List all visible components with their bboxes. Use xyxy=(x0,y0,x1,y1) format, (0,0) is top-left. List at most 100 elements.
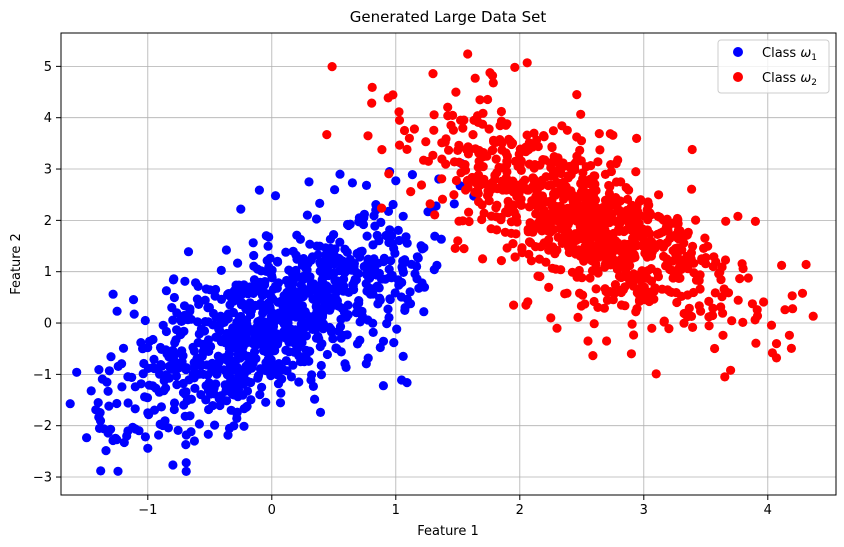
x-tick-label: 3 xyxy=(640,503,648,518)
data-point xyxy=(723,288,734,298)
data-point xyxy=(155,419,165,429)
data-point xyxy=(704,312,714,322)
data-point xyxy=(407,170,417,180)
data-point xyxy=(213,359,223,369)
data-point xyxy=(236,297,246,307)
data-point xyxy=(487,71,498,81)
data-point xyxy=(350,266,360,276)
axis-ticks: −1 0 1 2 3 4 −3 −2 −1 0 1 2 3 4 5 xyxy=(33,60,772,518)
data-point xyxy=(194,329,204,339)
data-point xyxy=(299,284,309,295)
data-point xyxy=(576,109,586,119)
data-point xyxy=(515,160,525,170)
data-point xyxy=(449,157,459,167)
data-point xyxy=(398,211,408,221)
data-point xyxy=(168,460,178,470)
data-point xyxy=(372,230,382,240)
data-point xyxy=(604,218,614,228)
data-point xyxy=(323,262,333,272)
data-point xyxy=(370,221,380,231)
data-point xyxy=(575,213,585,223)
data-point xyxy=(261,397,271,407)
data-point xyxy=(82,433,92,443)
data-point xyxy=(397,277,407,288)
data-point xyxy=(367,98,377,108)
data-point xyxy=(155,342,166,353)
data-point xyxy=(632,241,642,251)
data-point xyxy=(459,244,469,254)
data-point xyxy=(547,201,557,211)
data-point xyxy=(743,273,753,283)
data-point xyxy=(388,90,398,100)
data-point xyxy=(390,248,400,258)
data-point xyxy=(562,288,572,298)
data-point xyxy=(161,326,171,337)
data-point xyxy=(522,185,532,195)
data-point xyxy=(598,223,609,233)
data-point xyxy=(491,137,501,147)
data-point xyxy=(200,295,210,305)
data-point xyxy=(714,269,724,279)
data-point xyxy=(181,466,191,476)
data-point xyxy=(181,440,191,450)
data-point xyxy=(401,232,411,242)
data-point xyxy=(236,204,246,214)
data-point xyxy=(502,119,512,129)
data-point xyxy=(290,330,301,340)
data-point xyxy=(520,175,530,185)
data-point xyxy=(593,268,603,278)
data-point xyxy=(390,288,400,298)
data-point xyxy=(228,287,238,297)
data-point xyxy=(246,395,256,405)
data-point xyxy=(312,319,322,329)
data-point xyxy=(547,142,557,153)
data-point xyxy=(572,90,582,100)
data-point xyxy=(490,170,500,180)
data-point xyxy=(549,152,559,162)
data-point xyxy=(405,299,416,309)
data-point xyxy=(651,369,661,379)
data-point xyxy=(454,140,464,150)
data-point xyxy=(164,352,174,362)
data-point xyxy=(735,274,745,284)
data-point xyxy=(797,288,808,298)
data-point xyxy=(368,327,378,337)
data-point xyxy=(138,344,148,354)
data-point xyxy=(616,177,626,187)
data-point xyxy=(234,280,244,290)
data-point xyxy=(228,307,239,318)
data-point xyxy=(659,316,669,326)
data-point xyxy=(164,361,174,371)
data-point xyxy=(510,252,520,262)
data-point xyxy=(488,145,498,155)
data-point xyxy=(561,229,571,239)
data-point xyxy=(265,253,275,263)
data-point xyxy=(198,369,208,379)
data-point xyxy=(691,215,701,225)
data-point xyxy=(176,316,186,326)
data-point xyxy=(524,202,535,212)
grid xyxy=(61,33,836,495)
data-point xyxy=(578,183,588,193)
data-point xyxy=(267,273,277,283)
data-point xyxy=(668,266,678,276)
data-point xyxy=(220,312,230,322)
data-point xyxy=(405,287,415,297)
data-point xyxy=(270,345,280,356)
data-point xyxy=(180,411,190,421)
data-point xyxy=(330,185,340,195)
data-point xyxy=(588,351,598,361)
data-point xyxy=(633,228,643,238)
data-point xyxy=(419,307,429,317)
data-point xyxy=(172,325,182,335)
data-point xyxy=(631,307,641,317)
data-point xyxy=(624,185,634,195)
data-point xyxy=(233,258,243,268)
data-point xyxy=(254,185,264,195)
data-point xyxy=(381,230,391,241)
data-point xyxy=(248,358,258,368)
data-point xyxy=(387,238,398,248)
data-point xyxy=(102,377,112,387)
data-point xyxy=(556,265,566,275)
data-point xyxy=(288,360,298,370)
